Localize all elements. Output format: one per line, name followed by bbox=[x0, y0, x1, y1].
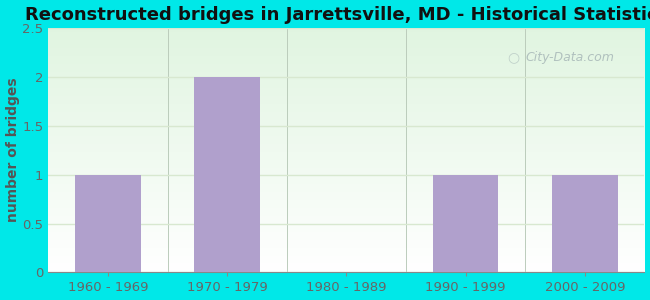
Bar bbox=[552, 175, 618, 272]
Bar bbox=[194, 77, 260, 272]
Bar bbox=[75, 175, 140, 272]
Y-axis label: number of bridges: number of bridges bbox=[6, 78, 20, 223]
Text: ○: ○ bbox=[508, 50, 519, 64]
Title: Reconstructed bridges in Jarrettsville, MD - Historical Statistics: Reconstructed bridges in Jarrettsville, … bbox=[25, 6, 650, 24]
Text: City-Data.com: City-Data.com bbox=[525, 51, 614, 64]
Bar bbox=[433, 175, 499, 272]
